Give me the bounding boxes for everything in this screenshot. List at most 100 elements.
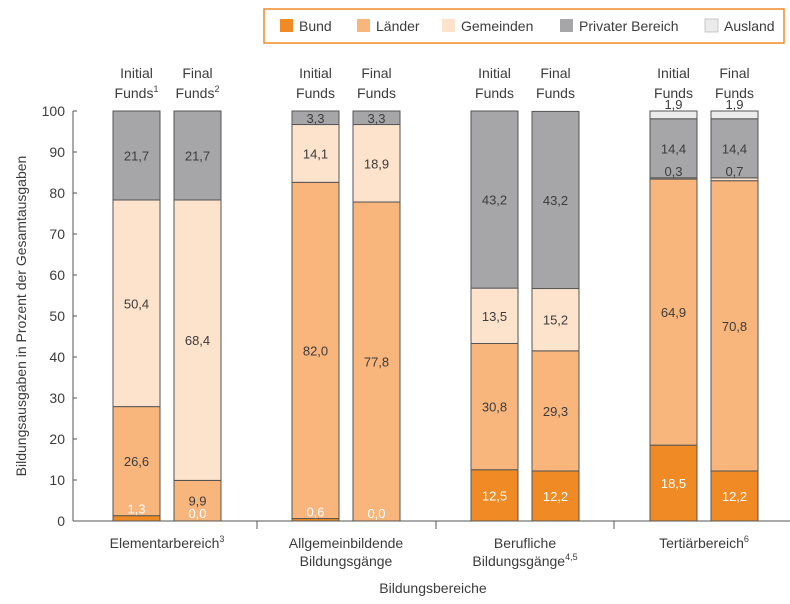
segment-value-label: 50,4 — [124, 296, 149, 311]
y-tick-label: 30 — [49, 390, 65, 406]
footnote-marker: 3 — [219, 534, 224, 544]
bar-header-text: Funds — [475, 85, 514, 101]
bar-segment-privater-bereich — [352, 110, 401, 126]
segment-value-label: 21,7 — [124, 148, 149, 163]
segment-value-label: 0,0 — [367, 506, 385, 521]
bar-header-text: Funds — [296, 85, 335, 101]
segment-value-label: 3,3 — [306, 111, 324, 126]
legend-label-2: Gemeinden — [461, 18, 533, 34]
bar-header-line2: Funds — [654, 85, 693, 101]
bar-segment-ausland — [710, 110, 759, 120]
x-axis-title: Bildungsbereiche — [379, 580, 487, 596]
bar-segment-privater-bereich — [531, 110, 580, 290]
category-label: Bildungsgänge — [300, 553, 393, 569]
category-label: Bildungsgänge4,5 — [472, 552, 577, 569]
segment-value-label: 82,0 — [303, 343, 328, 358]
legend-label-4: Ausland — [724, 18, 775, 34]
bar-segment-bund — [710, 470, 759, 522]
segment-value-label: 0,0 — [188, 506, 206, 521]
legend-label-3: Privater Bereich — [579, 18, 679, 34]
bar-segment-gemeinden — [470, 287, 519, 344]
bar-segment-bund — [531, 470, 580, 522]
y-tick-label: 90 — [49, 144, 65, 160]
segment-value-label: 3,3 — [367, 111, 385, 126]
segment-value-label: 0,7 — [725, 164, 743, 179]
bar-segment-l-nder — [352, 201, 401, 522]
bar-header-line1: Initial — [299, 65, 332, 81]
legend-label-0: Bund — [299, 18, 332, 34]
category-label: Elementarbereich3 — [110, 534, 225, 551]
bar-header-line1: Initial — [657, 65, 690, 81]
bar-header-line1: Final — [361, 65, 391, 81]
bar-header-line2: Funds — [715, 85, 754, 101]
bar-segment-privater-bereich — [291, 110, 340, 126]
y-tick-label: 70 — [49, 226, 65, 242]
y-tick-label: 100 — [42, 103, 66, 119]
bar-header-text: Funds — [654, 85, 693, 101]
bar-header-line1: Initial — [478, 65, 511, 81]
segment-value-label: 12,2 — [543, 489, 568, 504]
segment-value-label: 18,5 — [661, 476, 686, 491]
footnote-marker: 2 — [214, 84, 219, 94]
bar-header-line1: Final — [540, 65, 570, 81]
segment-value-label: 14,4 — [722, 141, 747, 156]
segment-value-label: 14,4 — [661, 141, 686, 156]
category-label: Tertiärbereich6 — [659, 534, 749, 551]
segment-value-label: 43,2 — [543, 193, 568, 208]
segment-value-label: 13,5 — [482, 309, 507, 324]
segment-value-label: 9,9 — [188, 494, 206, 509]
bar-segment-privater-bereich — [649, 118, 698, 179]
bar-segment-ausland — [649, 110, 698, 120]
category-label-text: Bildungsgänge — [300, 553, 393, 569]
segment-value-label: 26,6 — [124, 454, 149, 469]
legend-swatch-4 — [704, 18, 719, 33]
segment-value-label: 1,3 — [127, 502, 145, 517]
legend-swatch-3 — [560, 19, 573, 32]
bar-segment-gemeinden — [291, 124, 340, 183]
bar-header-text: Funds — [715, 85, 754, 101]
y-tick-label: 50 — [49, 308, 65, 324]
segment-value-label: 70,8 — [722, 319, 747, 334]
legend: Bund Länder Gemeinden Privater Bereich Ausla… — [263, 8, 785, 44]
legend-swatch-1 — [357, 19, 370, 32]
bar-segment-l-nder — [173, 479, 222, 522]
footnote-marker: 6 — [744, 534, 749, 544]
segment-value-label: 18,9 — [364, 156, 389, 171]
legend-swatch-2 — [442, 19, 455, 32]
y-tick-label: 60 — [49, 267, 65, 283]
bar-header-line2: Funds2 — [176, 84, 220, 101]
bar-segment-l-nder — [470, 342, 519, 471]
segment-value-label: 14,1 — [303, 146, 328, 161]
segment-value-label: 29,3 — [543, 404, 568, 419]
bar-header-line2: Funds — [475, 85, 514, 101]
bar-segment-privater-bereich — [112, 110, 161, 201]
bar-segment-gemeinden — [112, 199, 161, 408]
bar-segment-gemeinden — [531, 288, 580, 352]
bar-header-text: Funds — [357, 85, 396, 101]
bar-segment-privater-bereich — [470, 110, 519, 289]
y-tick-label: 40 — [49, 349, 65, 365]
bar-segment-l-nder — [649, 178, 698, 446]
category-label-text: Tertiärbereich — [659, 535, 744, 551]
bar-header-text: Funds — [536, 85, 575, 101]
footnote-marker: 4,5 — [565, 552, 578, 562]
y-tick-label: 10 — [49, 472, 65, 488]
bar-segment-l-nder — [710, 180, 759, 472]
segment-value-label: 68,4 — [185, 333, 210, 348]
segment-value-label: 1,9 — [664, 97, 682, 112]
segment-value-label: 0,6 — [306, 505, 324, 520]
category-label-text: Elementarbereich — [110, 535, 220, 551]
y-tick-label: 80 — [49, 185, 65, 201]
y-axis-title: Bildungsausgaben in Prozent der Gesamtau… — [13, 156, 29, 477]
segment-value-label: 0,3 — [664, 164, 682, 179]
bars — [112, 110, 759, 522]
bar-segment-privater-bereich — [710, 118, 759, 179]
bar-segment-l-nder — [291, 181, 340, 520]
bar-header-text: Funds — [176, 85, 215, 101]
category-label-text: Allgemeinbildende — [289, 535, 404, 551]
category-label: Allgemeinbildende — [289, 535, 404, 551]
segment-value-label: 30,8 — [482, 400, 507, 415]
segment-value-label: 43,2 — [482, 193, 507, 208]
bar-segment-l-nder — [112, 406, 161, 517]
